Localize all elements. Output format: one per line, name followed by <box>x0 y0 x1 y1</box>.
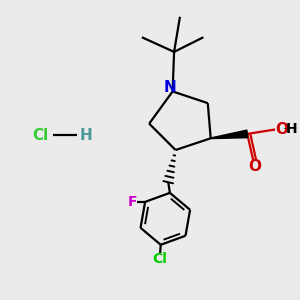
Text: N: N <box>164 80 177 95</box>
Text: H: H <box>80 128 93 143</box>
Text: F: F <box>128 195 138 209</box>
Text: Cl: Cl <box>33 128 49 143</box>
Text: O: O <box>275 122 288 137</box>
Text: ·: · <box>283 123 286 136</box>
Polygon shape <box>211 130 248 139</box>
Text: H: H <box>285 122 297 136</box>
Text: O: O <box>248 159 261 174</box>
Text: Cl: Cl <box>152 252 167 266</box>
